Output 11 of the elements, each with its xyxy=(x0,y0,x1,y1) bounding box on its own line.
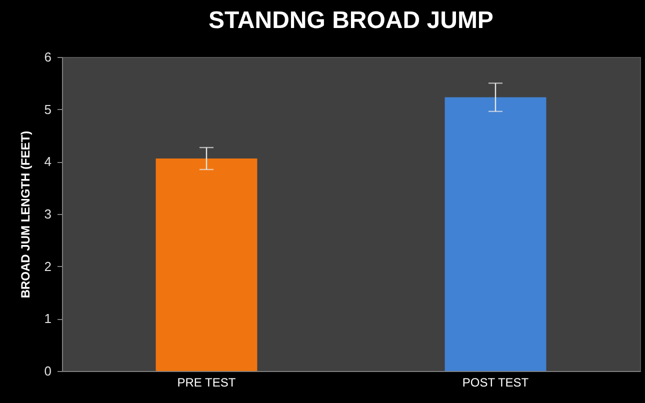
y-axis-title: BROAD JUM LENGTH (FEET) xyxy=(18,130,32,298)
y-tick-label: 4 xyxy=(44,154,52,170)
y-tick-label: 0 xyxy=(44,364,52,378)
x-tick-label: PRE TEST xyxy=(177,376,236,390)
chart-title: STANDNG BROAD JUMP xyxy=(208,7,494,34)
y-tick-label: 2 xyxy=(44,258,52,274)
y-tick-label: 6 xyxy=(44,50,52,64)
y-tick-label: 3 xyxy=(44,206,52,222)
y-tick-label: 5 xyxy=(44,102,52,117)
y-tick-label: 1 xyxy=(44,311,52,326)
x-tick-label: POST TEST xyxy=(462,376,530,390)
